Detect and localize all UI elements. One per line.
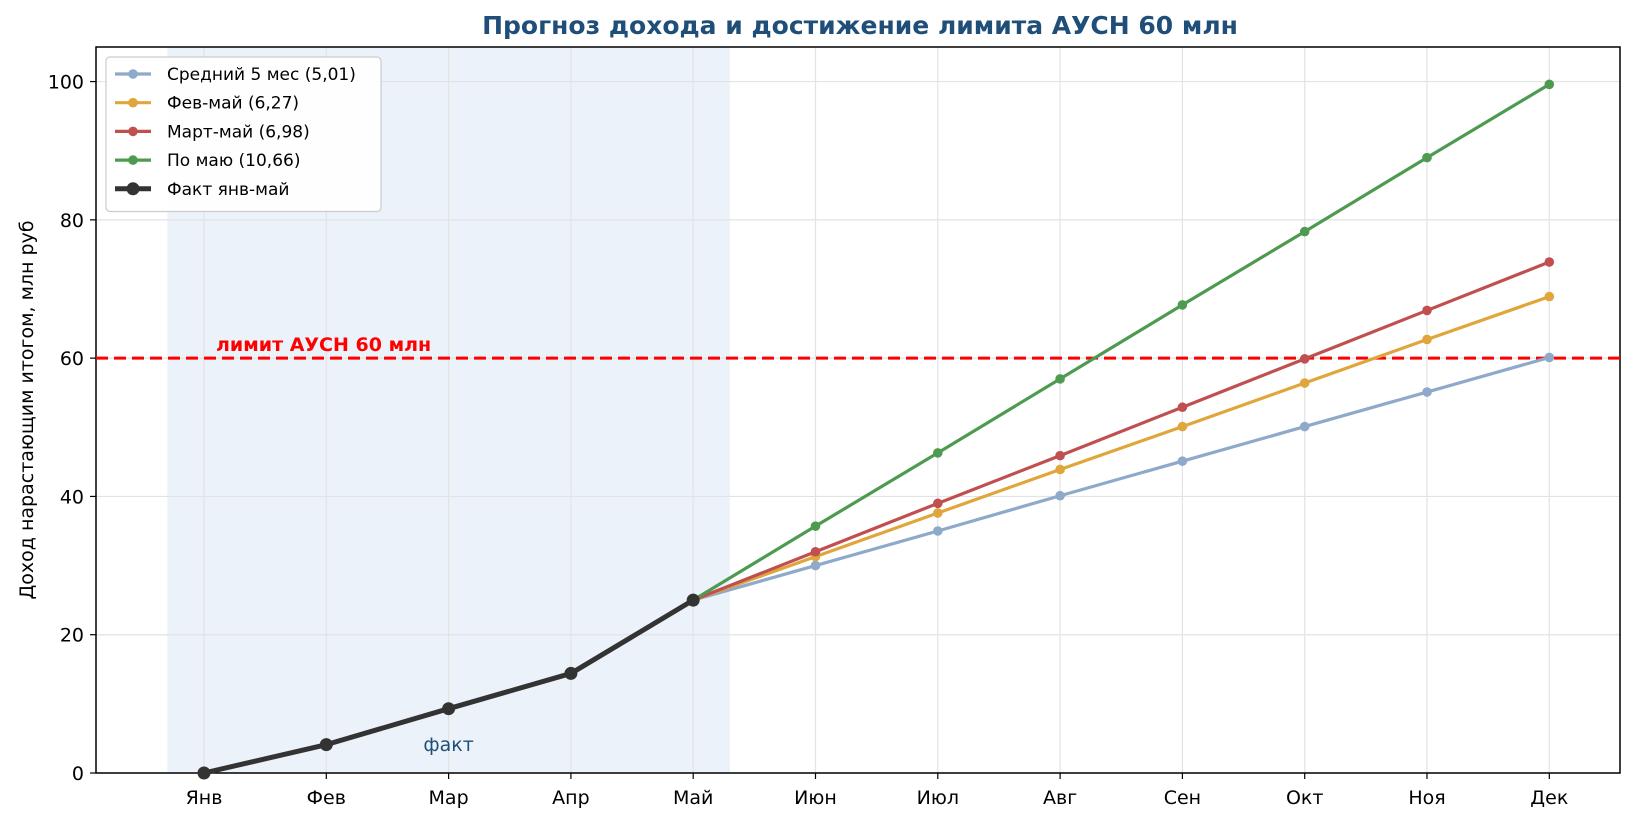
y-tick-label: 100 [48, 72, 84, 94]
data-point [1299, 378, 1310, 388]
data-point [1544, 352, 1555, 363]
series-line [691, 355, 1551, 602]
legend-item: Средний 5 мес (5,01) [115, 65, 356, 85]
data-point [564, 666, 578, 680]
data-point [933, 526, 943, 536]
series-фев-май-6-27 [688, 291, 1555, 605]
limit-label: лимит АУСН 60 млн [216, 334, 431, 356]
data-point [1055, 490, 1065, 501]
legend-label: Факт янв-май [167, 180, 289, 200]
data-point [933, 508, 943, 518]
data-point [1177, 421, 1188, 432]
data-point [1299, 226, 1310, 237]
series-факт-янв-май [197, 593, 700, 780]
plot-frame [95, 46, 1621, 774]
data-point [1177, 402, 1188, 413]
data-point [1422, 334, 1432, 345]
data-point [319, 738, 333, 752]
legend-marker [128, 97, 138, 108]
x-tick-label: Июн [794, 787, 837, 809]
x-tick-label: Мар [429, 787, 469, 809]
legend-marker [128, 126, 138, 137]
x-tick-label: Сен [1164, 787, 1201, 809]
data-point [933, 448, 943, 458]
series-line [691, 260, 1551, 602]
data-point [1177, 300, 1188, 310]
x-tick-label: Ноя [1408, 787, 1445, 809]
data-point [1055, 464, 1065, 475]
chart-title: Прогноз дохода и достижение лимита АУСН … [482, 11, 1238, 40]
x-tick-label: Май [673, 787, 713, 809]
data-point [1544, 257, 1555, 267]
data-point [1422, 305, 1432, 316]
fact-label: факт [423, 734, 473, 756]
data-point [1299, 354, 1310, 364]
legend-label: Средний 5 мес (5,01) [167, 65, 356, 85]
x-tick-label: Авг [1043, 787, 1077, 809]
series-line [691, 295, 1551, 602]
x-tick-label: Дек [1530, 787, 1568, 809]
legend-item: Факт янв-май [115, 180, 289, 200]
data-point [1544, 291, 1555, 302]
x-tick-label: Апр [552, 787, 589, 809]
y-axis-label: Доход нарастающим итогом, млн руб [16, 220, 38, 599]
data-point [810, 560, 821, 571]
legend-label: По маю (10,66) [167, 151, 300, 171]
y-tick-label: 0 [72, 763, 84, 785]
data-point [197, 766, 211, 780]
data-point [1299, 421, 1310, 432]
x-tick-label: Янв [186, 787, 223, 809]
data-point [1544, 79, 1555, 90]
series-средний-5-мес-5-01 [688, 352, 1555, 605]
legend: Средний 5 мес (5,01) Фев-май (6,27) Март-м… [105, 56, 382, 213]
data-point [1422, 387, 1432, 397]
data-point [1055, 450, 1065, 461]
y-tick-label: 80 [60, 210, 84, 232]
legend-marker [126, 182, 140, 196]
legend-box [105, 56, 382, 213]
legend-marker [128, 155, 138, 165]
legend-item: По маю (10,66) [115, 151, 300, 171]
y-tick-label: 40 [60, 486, 84, 508]
legend-marker [128, 69, 138, 79]
data-point [442, 702, 456, 716]
legend-label: Март-май (6,98) [167, 122, 310, 142]
data-point [933, 498, 943, 509]
data-point [686, 593, 700, 607]
legend-label: Фев-май (6,27) [167, 94, 299, 114]
x-tick-label: Июл [917, 787, 959, 809]
data-point [810, 521, 821, 531]
legend-item: Фев-май (6,27) [115, 94, 299, 114]
data-point [1055, 374, 1065, 384]
y-tick-label: 20 [60, 625, 84, 647]
x-tick-label: Окт [1286, 787, 1324, 809]
legend-item: Март-май (6,98) [115, 122, 310, 142]
y-tick-label: 60 [60, 348, 84, 370]
series-line [691, 82, 1551, 602]
data-point [1177, 456, 1188, 466]
data-point [810, 546, 821, 557]
x-tick-label: Фев [307, 787, 346, 809]
data-point [1422, 152, 1432, 163]
